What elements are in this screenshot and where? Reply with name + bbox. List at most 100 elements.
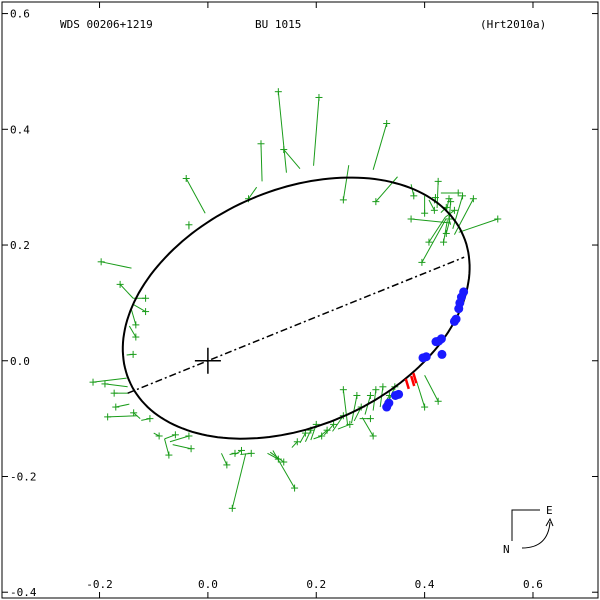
residual-line: [92, 377, 127, 383]
residual-line: [291, 441, 298, 448]
micrometer-point: [361, 417, 377, 440]
micrometer-point: [339, 165, 350, 204]
residual-line: [428, 199, 435, 211]
micrometer-point: [141, 415, 154, 423]
micrometer-point: [458, 215, 502, 233]
micrometer-point: [372, 120, 391, 170]
y-tick-label: -0.4: [10, 586, 37, 599]
residual-line: [169, 435, 190, 443]
residual-line: [299, 432, 306, 444]
micrometer-point: [128, 325, 140, 341]
residual-line: [421, 218, 447, 263]
residual-line: [164, 438, 170, 456]
micrometer-point: [440, 220, 448, 246]
micrometer-point: [425, 216, 446, 246]
residual-line: [185, 178, 206, 214]
micrometer-point: [452, 192, 467, 229]
compass-east-label: E: [546, 504, 553, 517]
micrometer-point: [234, 446, 245, 455]
micrometer-point: [445, 195, 453, 212]
residual-line: [304, 429, 312, 442]
residual-line: [164, 434, 176, 440]
speckle-point: [382, 402, 392, 412]
micrometer-point: [130, 409, 141, 419]
speckle-point: [437, 349, 447, 359]
micrometer-point: [324, 420, 338, 436]
x-tick-label: 0.6: [523, 578, 543, 591]
micrometer-point: [421, 195, 429, 217]
compass-north-label: N: [503, 543, 510, 556]
y-tick-label: 0.0: [10, 355, 30, 368]
micrometer-point: [172, 444, 195, 453]
residual-line: [119, 284, 134, 299]
axis-tick-labels: -0.2 0.0 0.2 0.4 0.6 0.6 0.4 0.2 0.0 -0.2 -0.4: [10, 8, 543, 600]
speckle-point: [431, 337, 441, 347]
micrometer-point: [228, 453, 247, 512]
residual-line: [361, 417, 374, 437]
recent-point: [404, 378, 410, 390]
residual-line: [101, 261, 132, 269]
micrometer-point: [116, 280, 134, 299]
speckle-point: [454, 304, 464, 314]
micrometer-point: [318, 426, 331, 438]
x-tick-label: -0.2: [86, 578, 113, 591]
line-of-nodes: [127, 256, 465, 394]
y-tick-label: 0.2: [10, 239, 30, 252]
residual-line: [272, 450, 296, 489]
micrometer-point: [185, 221, 193, 230]
micrometer-point: [220, 453, 231, 469]
residual-line: [428, 216, 446, 243]
residual-line: [324, 424, 334, 436]
micrometer-point: [359, 415, 374, 423]
micrometer-point: [372, 176, 398, 206]
micrometer-point: [110, 389, 129, 397]
micrometer-point: [313, 93, 323, 166]
x-tick-label: 0.4: [415, 578, 435, 591]
residual-line: [453, 198, 474, 235]
micrometer-point: [339, 386, 349, 426]
micrometer-point: [410, 184, 418, 200]
y-tick-label: 0.6: [10, 8, 30, 21]
residual-line: [277, 91, 287, 173]
residual-line: [443, 220, 448, 243]
residual-line: [350, 395, 358, 424]
micrometer-point: [182, 174, 206, 214]
header-discoverer: BU 1015: [255, 18, 301, 31]
micrometer-point: [126, 350, 137, 358]
micrometer-point: [274, 88, 287, 173]
x-tick-label: 0.0: [198, 578, 218, 591]
residual-line: [375, 176, 398, 202]
header-reference: (Hrt2010a): [480, 18, 546, 31]
micrometer-point: [453, 195, 477, 235]
recent-series: [404, 372, 418, 390]
micrometer-point: [153, 432, 163, 440]
residual-line: [104, 383, 128, 388]
residual-line: [342, 165, 350, 200]
residual-line: [440, 207, 447, 213]
residual-line: [372, 123, 388, 170]
residual-line: [452, 195, 464, 229]
orbit-ellipse: [121, 176, 471, 440]
residual-line: [131, 309, 137, 326]
micrometer-point: [424, 374, 442, 405]
speckle-point: [418, 353, 428, 363]
compass: E N: [503, 504, 554, 556]
residual-line: [234, 450, 242, 455]
residual-line: [267, 452, 279, 460]
residual-line: [332, 415, 344, 432]
residual-line: [458, 218, 498, 233]
micrometer-point: [418, 218, 447, 266]
micrometer-point: [169, 432, 193, 443]
primary-star-marker: [194, 347, 221, 374]
residual-line: [133, 412, 141, 419]
residual-line: [318, 429, 328, 438]
compass-rotation-arrow: [521, 521, 551, 549]
residual-line: [220, 453, 228, 466]
header-wds-id: WDS 00206+1219: [60, 18, 153, 31]
residual-line: [172, 444, 192, 450]
micrometer-point: [131, 309, 140, 329]
micrometer-point: [257, 140, 265, 182]
